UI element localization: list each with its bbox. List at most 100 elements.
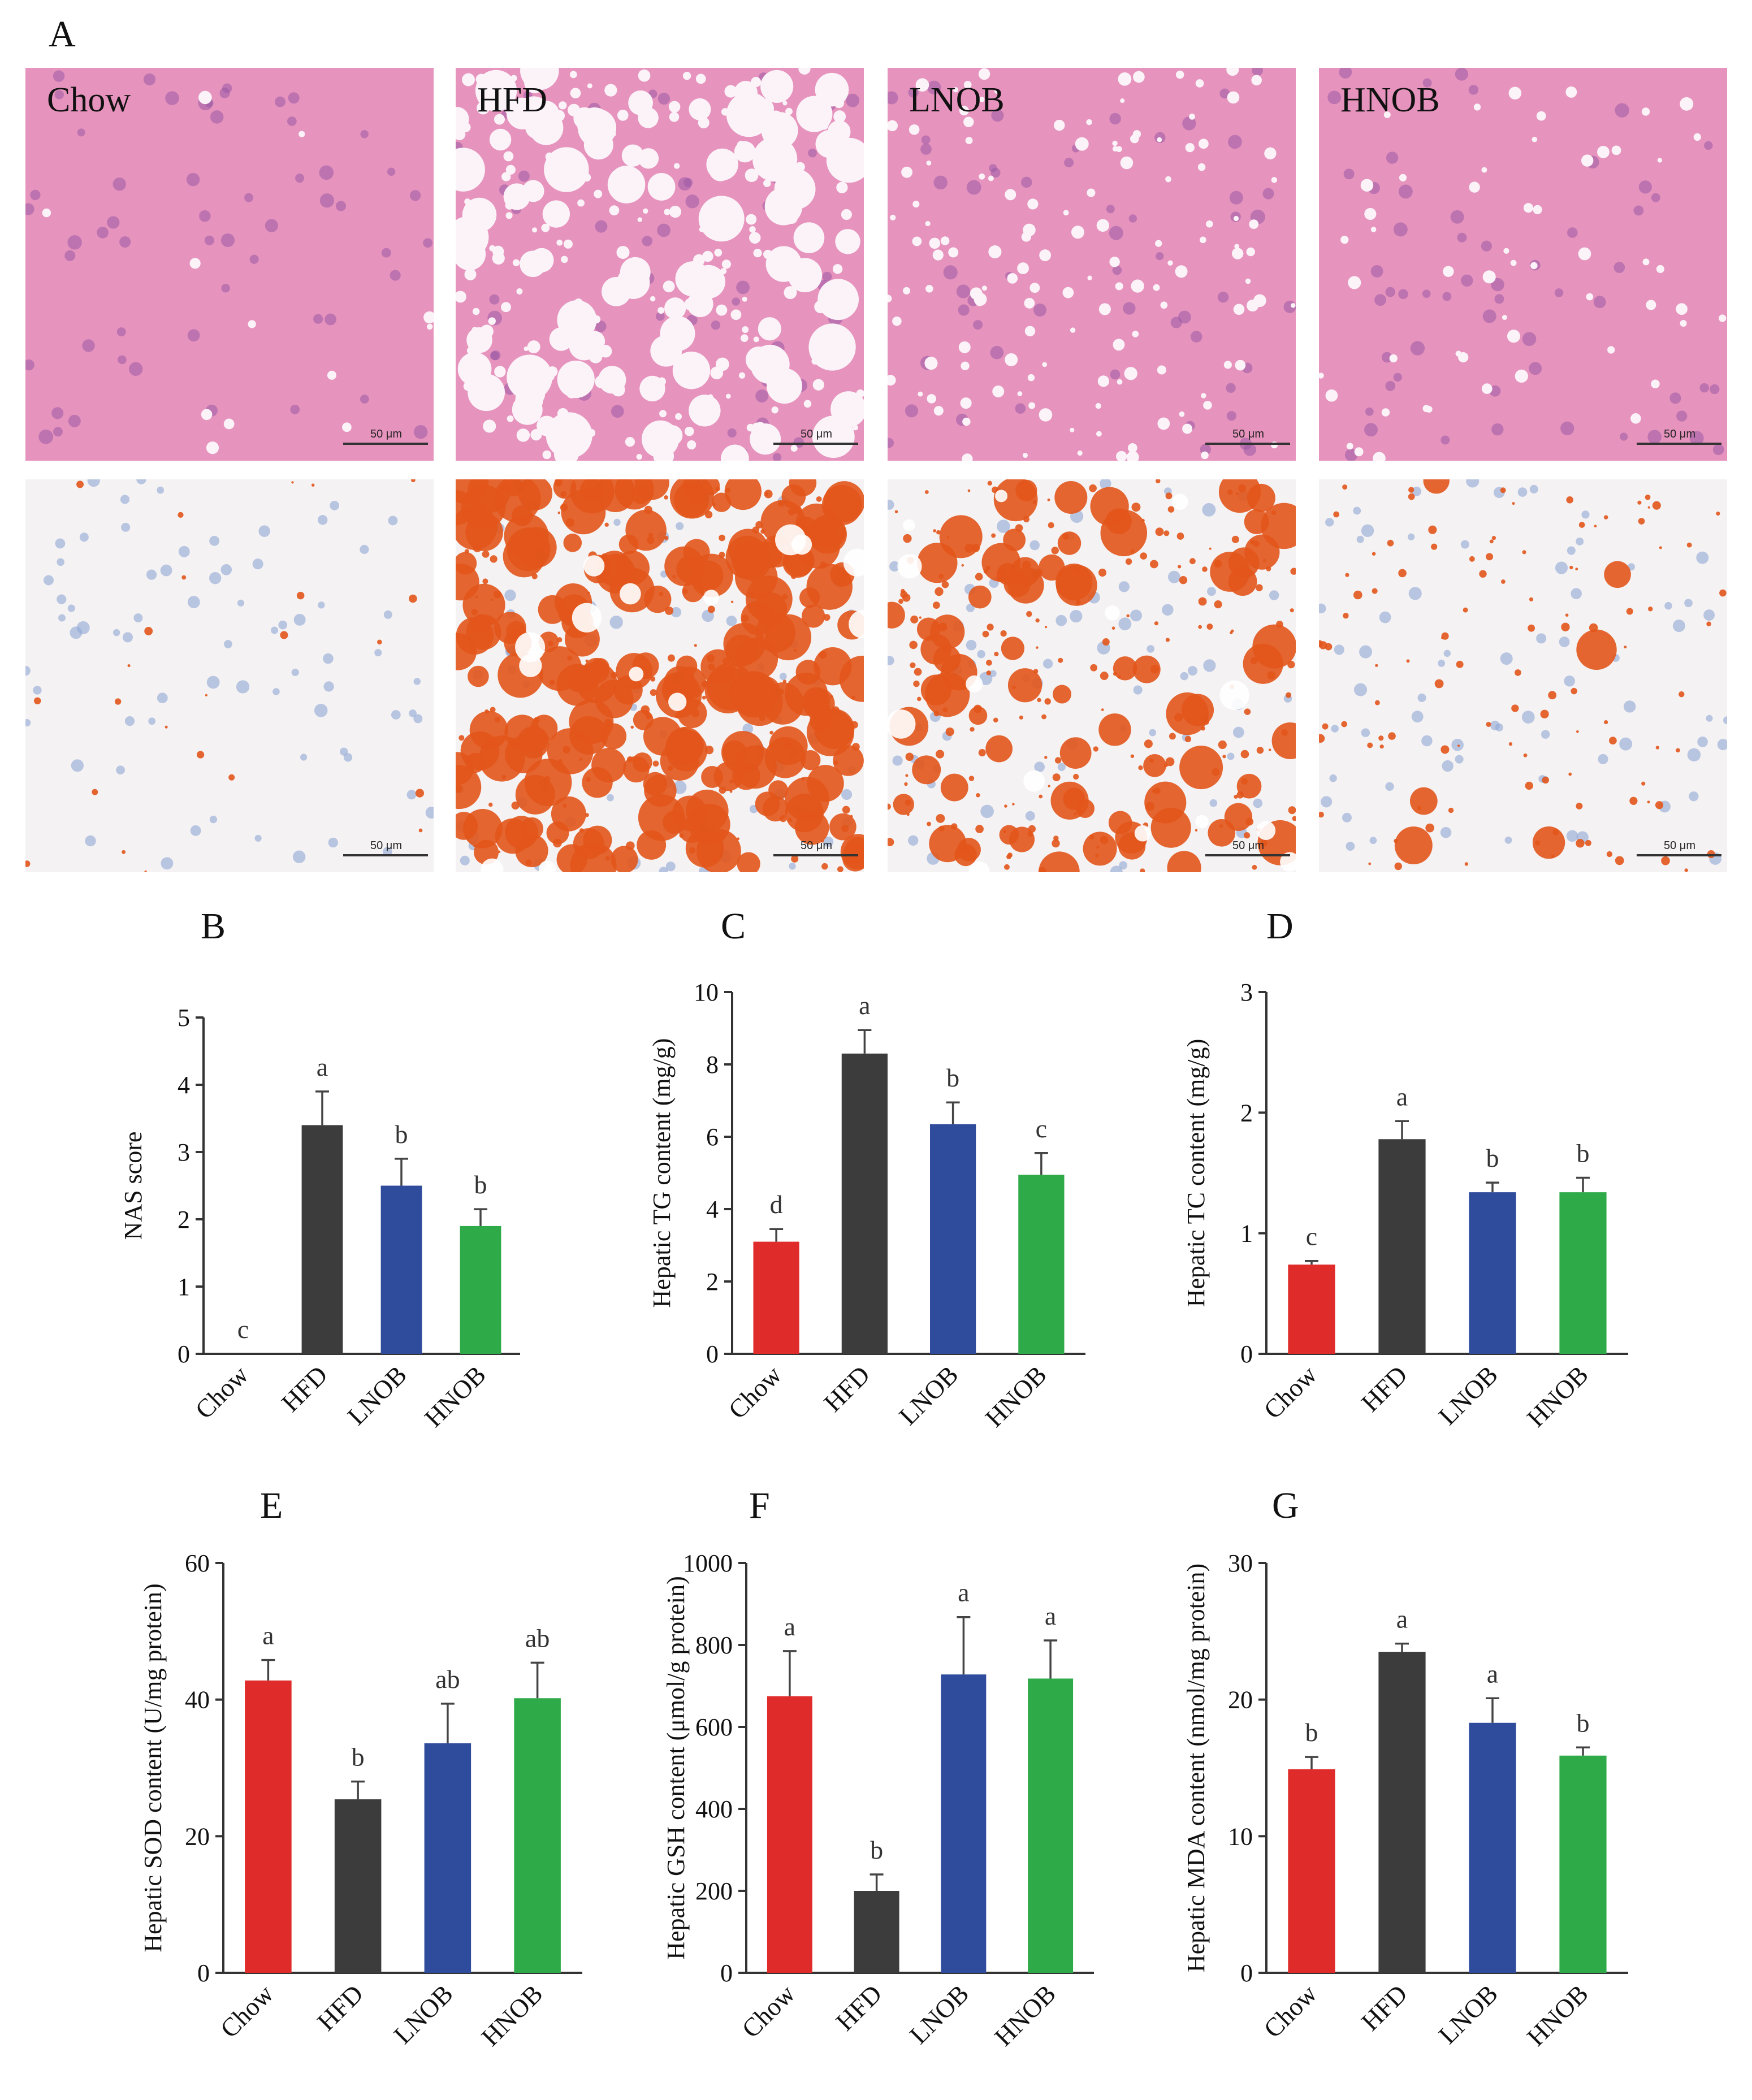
x-tick-label: HNOB: [980, 1360, 1052, 1432]
bar-lnob: [930, 1124, 976, 1354]
y-tick-label: 800: [695, 1631, 733, 1659]
y-tick-label: 20: [1228, 1686, 1253, 1714]
y-axis-label: Hepatic GSH content (μmol/g protein): [662, 1576, 690, 1960]
y-tick-label: 30: [1228, 1549, 1253, 1577]
y-tick-label: 4: [706, 1196, 719, 1223]
y-tick-label: 2: [706, 1268, 719, 1296]
bar-lnob: [380, 1185, 422, 1354]
significance-letter: a: [262, 1621, 274, 1650]
x-tick-label: LNOB: [388, 1979, 458, 2050]
scale-bar: [1637, 854, 1721, 856]
y-tick-label: 2: [1240, 1099, 1253, 1127]
bar-lnob: [424, 1743, 471, 1973]
significance-letter: c: [1036, 1114, 1047, 1143]
y-axis-label: Hepatic MDA content (nmol/mg protein): [1182, 1564, 1210, 1972]
scale-label: 50 μm: [370, 839, 402, 852]
significance-letter: c: [1306, 1222, 1317, 1251]
x-tick-label: LNOB: [893, 1360, 964, 1431]
y-tick-label: 4: [178, 1071, 190, 1099]
significance-letter: b: [946, 1063, 959, 1092]
scale-label: 50 μm: [801, 839, 832, 852]
significance-letter: a: [859, 991, 870, 1020]
x-tick-label: HFD: [1356, 1979, 1413, 2036]
bar-hfd: [1378, 1652, 1426, 1973]
bar-hfd: [1378, 1139, 1426, 1354]
y-tick-label: 10: [1228, 1822, 1253, 1850]
significance-letter: b: [352, 1743, 365, 1772]
y-tick-label: 1: [178, 1273, 190, 1301]
bar-chow: [1288, 1265, 1335, 1354]
oil-red-o-image-hnob: 50 μm: [1319, 479, 1727, 872]
x-tick-label: HFD: [818, 1360, 875, 1417]
scale-bar: [1637, 443, 1721, 445]
chart-svg: D 0 1 2 3 Hepatic TC content (mg/g) c Chow a HFD b…: [1182, 906, 1628, 1432]
x-tick-label: Chow: [215, 1978, 279, 2043]
bar-chow: [1288, 1769, 1335, 1973]
scale-label: 50 μm: [1664, 839, 1695, 852]
chart-hepatic-mda: G 0 10 20 30 Hepatic MDA content (nmol/mg pro…: [1182, 1485, 1662, 2086]
y-axis-label: Hepatic SOD content (U/mg protein): [139, 1583, 167, 1952]
y-tick-label: 5: [178, 1004, 190, 1032]
oil-red-o-image-lnob: 50 μm: [888, 479, 1296, 872]
significance-letter: b: [1486, 1144, 1499, 1172]
y-axis-label: Hepatic TG content (mg/g): [648, 1038, 676, 1308]
bar-hnob: [1559, 1755, 1607, 1973]
significance-letter: a: [1396, 1605, 1408, 1634]
significance-letter: ab: [435, 1665, 460, 1694]
bar-hnob: [460, 1226, 501, 1354]
bar-lnob: [941, 1674, 987, 1973]
bar-hfd: [301, 1125, 343, 1354]
y-tick-label: 0: [197, 1959, 210, 1987]
group-label-lnob: LNOB: [909, 81, 1005, 119]
scale-bar: [343, 443, 428, 445]
significance-letter: b: [1577, 1139, 1590, 1168]
scale-bar: [1205, 854, 1290, 856]
panel-letter: C: [721, 906, 746, 947]
bar-hfd: [854, 1891, 899, 1973]
he-stain-image-hnob: HNOB 50 μm: [1319, 68, 1727, 461]
scale-label: 50 μm: [1232, 839, 1264, 852]
significance-letter: d: [770, 1190, 783, 1219]
y-tick-label: 60: [185, 1549, 210, 1577]
scale-bar: [343, 854, 428, 856]
x-tick-label: Chow: [1258, 1359, 1322, 1424]
x-tick-label: Chow: [1258, 1978, 1322, 2043]
y-tick-label: 2: [178, 1206, 190, 1233]
x-tick-label: HNOB: [1521, 1979, 1594, 2051]
bar-hnob: [1559, 1192, 1607, 1354]
x-tick-label: HNOB: [419, 1360, 491, 1432]
y-tick-label: 600: [695, 1713, 733, 1741]
he-stain-image-hfd: HFD 50 μm: [456, 68, 864, 461]
y-tick-label: 0: [1240, 1959, 1253, 1987]
he-stain-image-lnob: LNOB 50 μm: [888, 68, 1296, 461]
x-tick-label: Chow: [723, 1359, 787, 1424]
y-tick-label: 0: [720, 1959, 733, 1987]
y-tick-label: 200: [695, 1877, 733, 1905]
y-tick-label: 1: [1240, 1220, 1253, 1248]
chart-svg: C 0 2 4 6 8 10 Hepatic TG content (mg/g) d Chow a H…: [648, 906, 1085, 1432]
y-tick-label: 40: [185, 1686, 210, 1714]
y-tick-label: 0: [178, 1340, 190, 1368]
y-tick-label: 3: [178, 1138, 190, 1166]
significance-letter: b: [870, 1835, 883, 1864]
y-tick-label: 20: [185, 1822, 210, 1850]
bar-hnob: [514, 1698, 561, 1973]
significance-letter: a: [1045, 1601, 1056, 1630]
scale-label: 50 μm: [801, 428, 832, 440]
scale-bar: [773, 443, 858, 445]
panel-letter: E: [260, 1485, 283, 1526]
x-tick-label: HFD: [830, 1979, 888, 2036]
oil-red-o-image-hfd: 50 μm: [456, 479, 864, 872]
bar-hfd: [334, 1799, 382, 1973]
chart-hepatic-tc: D 0 1 2 3 Hepatic TC content (mg/g) c Chow a HFD b…: [1182, 904, 1662, 1458]
chart-svg: E 0 20 40 60 Hepatic SOD content (U/mg protei…: [139, 1485, 582, 2051]
panel-letter-a: A: [49, 14, 76, 55]
bar-chow: [245, 1680, 292, 1973]
bar-lnob: [1469, 1722, 1516, 1973]
chart-hepatic-tg: C 0 2 4 6 8 10 Hepatic TG content (mg/g) d Chow a H…: [648, 904, 1131, 1458]
chart-hepatic-gsh: F 0 200 400 600 800 1000 Hepatic GSH content (μ…: [650, 1485, 1131, 2086]
x-tick-label: Chow: [189, 1359, 254, 1424]
scale-label: 50 μm: [1664, 428, 1695, 440]
x-tick-label: HFD: [1356, 1360, 1413, 1417]
